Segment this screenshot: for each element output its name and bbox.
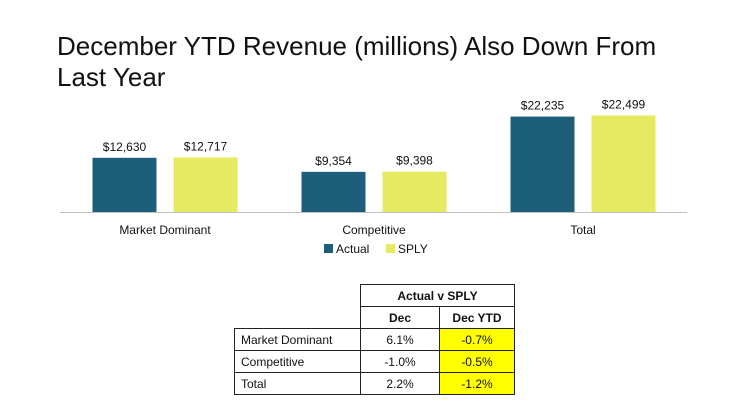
bar-sply-competitive (382, 171, 447, 212)
column-header-dec-ytd: Dec YTD (439, 306, 515, 329)
table-row: Market Dominant 6.1% -0.7% (234, 328, 515, 351)
table-group-header: Actual v SPLY (360, 284, 515, 307)
data-label: $12,630 (103, 140, 147, 154)
bar-sply-total (591, 115, 656, 212)
row-label: Competitive (234, 350, 361, 373)
data-label: $12,717 (184, 139, 228, 153)
bar-chart: $12,630 $12,717 Market Dominant $9,354 $9,39… (60, 97, 687, 256)
dec-value: 2.2% (360, 372, 440, 395)
table-column-header-row: Dec Dec YTD (235, 306, 515, 329)
legend-swatch-sply (386, 244, 395, 253)
column-header-dec: Dec (360, 306, 440, 329)
dec-value: -1.0% (360, 350, 440, 373)
table-group-header-row: Actual v SPLY (235, 284, 515, 307)
data-label: $22,235 (521, 99, 565, 113)
dec-ytd-value: -0.7% (439, 328, 515, 351)
table-empty-cell (235, 285, 361, 307)
bar-sply-market-dominant (173, 157, 238, 212)
data-label: $9,354 (315, 154, 352, 168)
category-label: Market Dominant (119, 223, 211, 237)
dec-ytd-value: -1.2% (439, 372, 515, 395)
bar-actual-competitive (301, 171, 366, 212)
dec-ytd-value: -0.5% (439, 350, 515, 373)
category-label: Competitive (342, 223, 406, 237)
legend-label-sply: SPLY (398, 242, 428, 256)
dec-value: 6.1% (360, 328, 440, 351)
bar-actual-market-dominant (92, 157, 157, 212)
category-label: Total (570, 223, 595, 237)
row-label: Market Dominant (234, 328, 361, 351)
table-row: Competitive -1.0% -0.5% (234, 350, 515, 373)
table-empty-cell (235, 307, 361, 329)
comparison-table: Actual v SPLY Dec Dec YTD Market Dominan… (234, 284, 515, 395)
chart-title: December YTD Revenue (millions) Also Dow… (57, 31, 657, 92)
legend-swatch-actual (324, 244, 333, 253)
legend-label-actual: Actual (336, 242, 369, 256)
row-label: Total (234, 372, 361, 395)
data-label: $9,398 (396, 154, 433, 168)
table-row: Total 2.2% -1.2% (234, 372, 515, 395)
data-label: $22,499 (602, 97, 646, 111)
bar-actual-total (510, 116, 575, 212)
